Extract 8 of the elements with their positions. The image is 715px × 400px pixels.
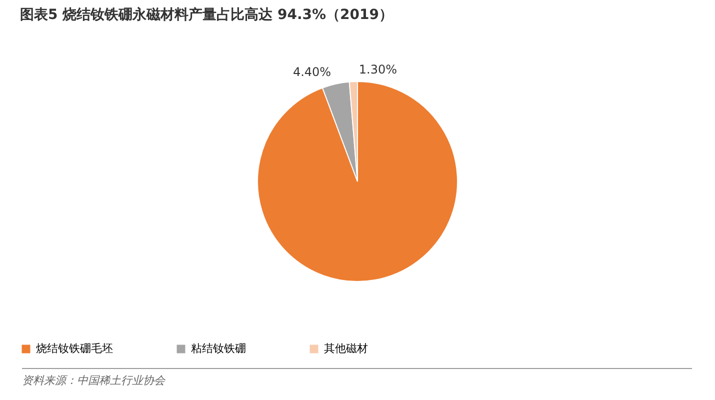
- chart-title: 图表5 烧结钕铁硼永磁材料产量占比高达 94.3%（2019）: [20, 6, 394, 23]
- legend-label: 烧结钕铁硼毛坯: [36, 342, 113, 355]
- legend-label: 粘结钕铁硼: [191, 342, 246, 355]
- text: 资料来源：中国稀土行业协会: [22, 368, 692, 388]
- data-label: 4.40%: [292, 65, 332, 80]
- pie-slice: [257, 81, 458, 282]
- data-label: 1.30%: [358, 62, 398, 77]
- legend-label: 其他磁材: [324, 342, 368, 355]
